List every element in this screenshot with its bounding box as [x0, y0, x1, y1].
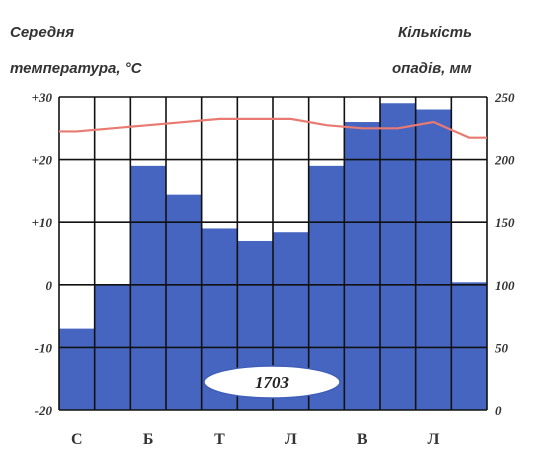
right-tick-label-3: 100 — [495, 278, 515, 293]
precip-bar-9 — [344, 122, 380, 410]
month-label-3: Т — [214, 431, 225, 448]
right-tick-label-0: 250 — [494, 90, 515, 105]
temperature-line — [59, 117, 487, 139]
precip-bar-12 — [451, 282, 487, 410]
month-label-2: Б — [143, 431, 154, 448]
annual-total-label: 1703 — [255, 373, 290, 392]
month-label-5: В — [357, 431, 368, 448]
left-axis-title-line2: температура, °С — [10, 60, 142, 77]
left-tick-label-1: +20 — [32, 153, 53, 168]
precip-bar-3 — [130, 165, 166, 410]
left-tick-label-4: -10 — [35, 340, 53, 355]
precip-bar-11 — [415, 109, 452, 411]
right-tick-label-4: 50 — [495, 340, 509, 355]
left-tick-label-2: +10 — [32, 215, 53, 230]
left-axis-title-line1: Середня — [10, 24, 75, 41]
left-tick-label-5: -20 — [35, 403, 53, 418]
precip-bar-10 — [380, 103, 416, 410]
left-tick-label-0: +30 — [32, 90, 53, 105]
precip-bar-1 — [59, 328, 95, 410]
right-tick-label-5: 0 — [495, 403, 502, 418]
precip-bar-4 — [166, 194, 202, 410]
right-tick-label-1: 200 — [494, 153, 515, 168]
right-axis-title-line1: Кількість — [398, 24, 472, 41]
month-label-6: Л — [428, 431, 440, 448]
right-axis-title-line2: опадів, мм — [392, 60, 472, 77]
annual-total-ellipse — [203, 365, 341, 399]
month-label-4: Л — [285, 431, 297, 448]
month-label-1: С — [71, 431, 83, 448]
left-tick-label-3: 0 — [46, 278, 53, 293]
right-tick-label-2: 150 — [495, 215, 515, 230]
